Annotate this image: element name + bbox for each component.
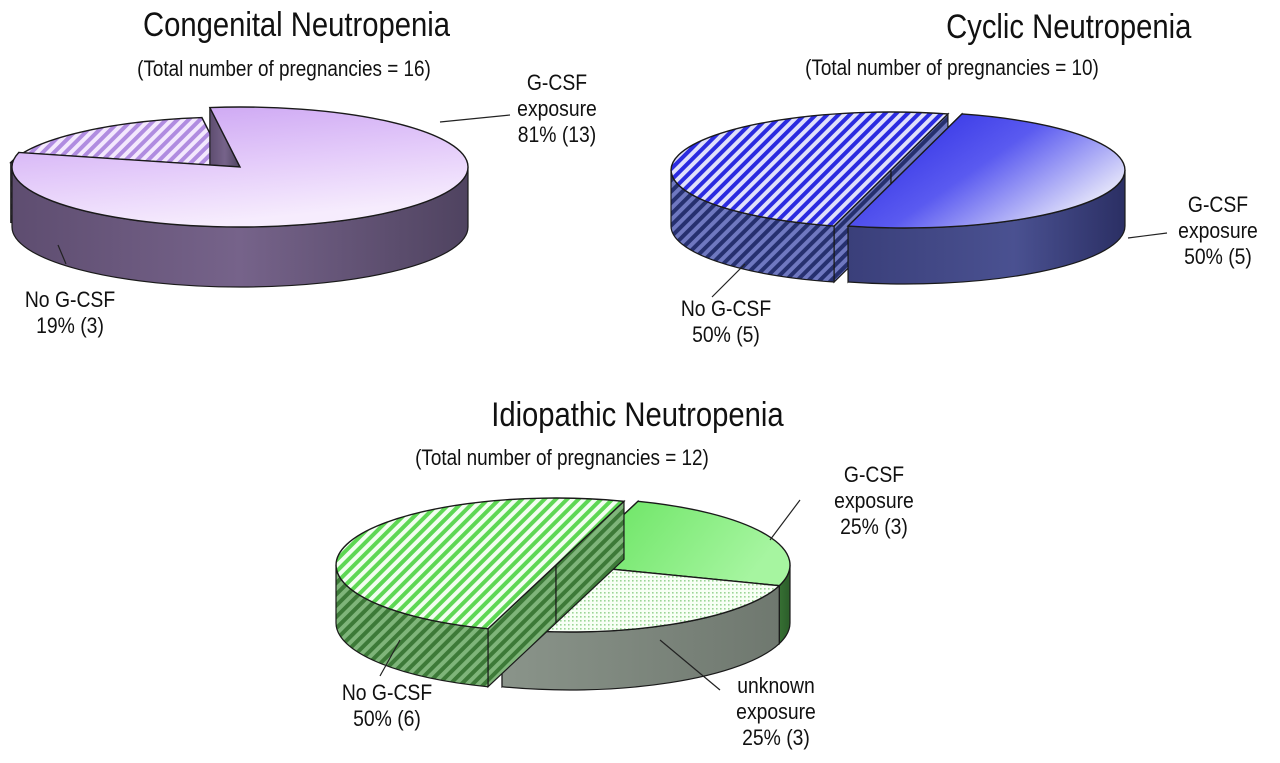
idiopathic-label-unknown-line: exposure (736, 700, 816, 724)
cyclic-label-gcsf-line: 50% (5) (1184, 245, 1252, 269)
cyclic-label-gcsf-line: exposure (1178, 219, 1258, 243)
congenital-slice-gcsf (11, 106, 469, 288)
idiopathic-leader-unknown (659, 639, 721, 691)
congenital-label-gcsf-line: 81% (13) (518, 123, 597, 147)
idiopathic-subtitle: (Total number of pregnancies = 12) (415, 446, 709, 471)
cyclic-leader-gcsf (1127, 232, 1168, 239)
cyclic-pie (670, 111, 1126, 285)
idiopathic-leader-gcsf (769, 499, 801, 541)
idiopathic-label-unknown-line: unknown (737, 674, 814, 698)
idiopathic-label-no-line: 50% (6) (353, 707, 421, 731)
cyclic-subtitle: (Total number of pregnancies = 10) (805, 56, 1099, 81)
idiopathic-slice-no (335, 497, 626, 689)
idiopathic-label-gcsf-line: 25% (3) (840, 515, 908, 539)
cyclic-leader-no (711, 263, 746, 298)
congenital-label-no-line: 19% (3) (36, 314, 104, 338)
cyclic-pie-chart: Cyclic Neutropenia (Total number of pregn… (670, 7, 1258, 347)
congenital-leader-gcsf (439, 114, 511, 123)
idiopathic-label-gcsf-line: G-CSF (844, 463, 904, 487)
cyclic-label-gcsf-line: G-CSF (1188, 193, 1248, 217)
idiopathic-slice-gcsf-top (568, 500, 791, 587)
idiopathic-slice-no-top (335, 497, 626, 630)
idiopathic-leader-no (379, 639, 401, 677)
congenital-pie (9, 106, 469, 288)
idiopathic-pie-chart: Idiopathic Neutropenia (Total number of p… (335, 395, 914, 750)
congenital-slice-gcsf-top (11, 106, 469, 228)
congenital-leader-no (57, 244, 67, 265)
congenital-title: Congenital Neutropenia (143, 5, 450, 44)
congenital-label-gcsf-line: G-CSF (527, 71, 587, 95)
idiopathic-title: Idiopathic Neutropenia (491, 395, 784, 434)
congenital-pie-chart: Congenital Neutropenia (Total number of p… (9, 5, 597, 338)
congenital-label-gcsf-line: exposure (517, 97, 597, 121)
cyclic-slice-gcsf (846, 112, 1126, 285)
cyclic-label-no-line: No G-CSF (681, 297, 771, 321)
congenital-label-no-line: No G-CSF (25, 288, 115, 312)
idiopathic-pie (335, 497, 791, 691)
cyclic-slice-gcsf-top (846, 113, 1126, 229)
charts-layer: Congenital Neutropenia (Total number of p… (9, 5, 1258, 750)
cyclic-slice-no-top (670, 111, 950, 227)
idiopathic-label-no-line: No G-CSF (342, 681, 432, 705)
cyclic-title: Cyclic Neutropenia (946, 7, 1192, 46)
idiopathic-label-unknown-line: 25% (3) (742, 726, 810, 750)
congenital-subtitle: (Total number of pregnancies = 16) (137, 57, 431, 82)
cyclic-label-no-line: 50% (5) (692, 323, 760, 347)
idiopathic-label-gcsf-line: exposure (834, 489, 914, 513)
